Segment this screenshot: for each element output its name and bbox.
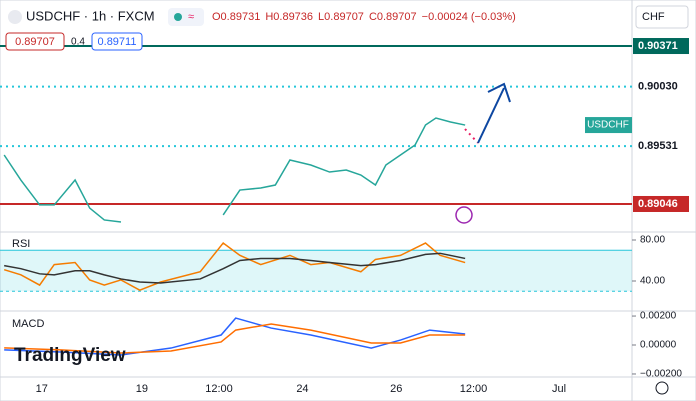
series-line: [3, 242, 466, 292]
event-icon[interactable]: [455, 206, 473, 224]
rsi-band: [0, 250, 632, 292]
y-tick-label: 0.89046: [638, 198, 678, 210]
currency[interactable]: CHF: [642, 11, 665, 23]
ohlc-value: −0.00024 (−0.03%): [422, 11, 516, 23]
status-badge[interactable]: [168, 8, 204, 26]
y-tick-label: −0.00200: [640, 369, 682, 380]
ohlc-value: L0.89707: [318, 11, 364, 23]
x-tick-label: Jul: [552, 383, 566, 395]
x-tick-label: 12:00: [460, 383, 488, 395]
level-box: [633, 38, 689, 55]
y-tick-label: 0.89531: [638, 140, 678, 152]
status-icon: ≈: [188, 11, 194, 23]
settings-icon[interactable]: [655, 381, 669, 395]
projection-arrow: [477, 87, 505, 144]
watermark: TradingView: [14, 345, 126, 366]
ohlc-value: O0.89731: [212, 11, 260, 23]
y-tick-label: 0.90030: [638, 81, 678, 93]
status-dot: [174, 13, 182, 21]
series-line: [4, 252, 466, 284]
pane-title: MACD: [12, 318, 44, 330]
currency-button[interactable]: [635, 5, 689, 29]
sell-price[interactable]: 0.89707: [15, 36, 55, 48]
symbol-tag-box: [585, 117, 632, 134]
level-box: [633, 195, 689, 212]
series-line: [4, 323, 466, 354]
y-tick-label: 0.00200: [640, 311, 677, 322]
spread: 0.4: [71, 37, 85, 48]
symbol[interactable]: USDCHF · 1h · FXCM: [26, 8, 155, 23]
y-tick-label: 80.00: [640, 235, 665, 246]
y-tick-label: 0.90371: [638, 40, 678, 52]
series-line: [4, 317, 466, 356]
arrow-head: [487, 82, 511, 103]
buy-price[interactable]: 0.89711: [98, 36, 137, 48]
x-tick-label: 17: [36, 383, 48, 395]
series-line: [3, 117, 466, 223]
x-tick-label: 12:00: [205, 383, 233, 395]
x-tick-label: 26: [390, 383, 402, 395]
x-tick-label: 19: [136, 383, 148, 395]
buy-button[interactable]: [91, 32, 143, 51]
x-tick-label: 24: [296, 383, 308, 395]
y-tick-label: 0.00000: [640, 340, 677, 351]
ohlc-value: C0.89707: [369, 11, 417, 23]
y-tick-label: 40.00: [640, 276, 665, 287]
sell-button[interactable]: [5, 32, 65, 51]
ohlc-value: H0.89736: [265, 11, 313, 23]
symbol-tag: USDCHF: [587, 120, 629, 131]
symbol-icon: [8, 10, 22, 24]
pane-title: RSI: [12, 238, 30, 250]
